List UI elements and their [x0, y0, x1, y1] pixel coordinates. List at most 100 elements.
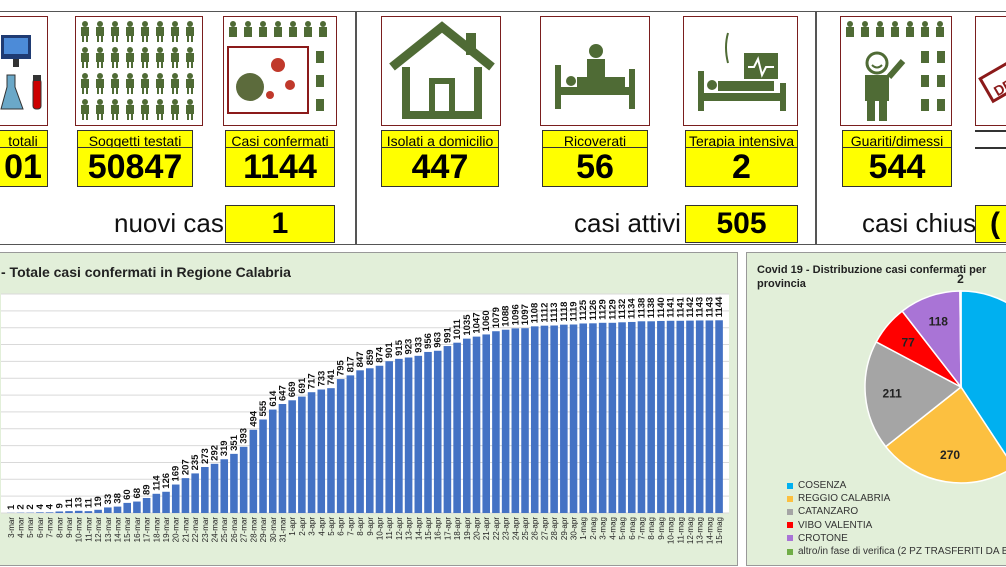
legend-label: REGGIO CALABRIA — [798, 493, 890, 504]
bar-chart: 13-mar24-mar25-mar46-mar47-mar98-mar119-… — [0, 253, 739, 567]
x-tick-label: 26-apr — [531, 517, 540, 540]
bar-15-mar — [123, 503, 131, 513]
bar-28-mar — [250, 430, 258, 513]
bar-11-apr — [385, 361, 393, 513]
bar-12-mag — [686, 321, 694, 513]
pie-value-label: 118 — [929, 315, 949, 329]
pie-value-label: 2 — [957, 272, 964, 286]
bar-21-mar — [182, 478, 190, 513]
bar-31-mar — [279, 404, 287, 513]
pie-chart-panel: Covid 19 - Distribuzione casi confermati… — [746, 252, 1006, 566]
hospital-bed-icon — [540, 16, 650, 126]
new-cases-label: nuovi casi — [114, 208, 230, 239]
x-tick-label: 3-mag — [599, 517, 608, 540]
bar-13-mag — [696, 320, 704, 513]
legend-swatch — [787, 535, 793, 541]
x-tick-label: 13-mar — [104, 517, 113, 543]
x-tick-label: 9-mag — [657, 517, 666, 540]
bar-value-label: 1144 — [714, 296, 725, 317]
stat-value-recovered: 544 — [842, 147, 952, 187]
bar-22-mar — [191, 473, 199, 513]
bar-19-mar — [162, 492, 170, 513]
x-tick-label: 12-mag — [686, 517, 695, 544]
legend-label: COSENZA — [798, 480, 846, 491]
x-tick-label: 23-mar — [201, 517, 210, 543]
bar-30-apr — [570, 324, 578, 513]
bar-13-apr — [405, 358, 413, 513]
x-tick-label: 5-mar — [26, 517, 35, 538]
x-tick-label: 4-apr — [317, 517, 326, 536]
bar-16-mar — [133, 502, 141, 513]
x-tick-label: 3-mar — [7, 517, 16, 538]
bar-17-mar — [143, 498, 151, 513]
bar-11-mag — [676, 321, 684, 513]
legend-item: COSENZA — [787, 480, 846, 491]
x-tick-label: 6-apr — [337, 517, 346, 536]
bar-18-apr — [453, 343, 461, 513]
bar-value-label: 393 — [239, 428, 250, 444]
bar-23-apr — [502, 330, 510, 513]
legend-item: altro/in fase di verifica (2 PZ TRASFERI… — [787, 546, 1006, 557]
bar-5-mag — [618, 322, 626, 513]
stat-value-icu: 2 — [685, 147, 798, 187]
x-tick-label: 16-apr — [434, 517, 443, 540]
x-tick-label: 21-apr — [482, 517, 491, 540]
x-tick-label: 22-mar — [191, 517, 200, 543]
legend-item: CROTONE — [787, 533, 848, 544]
stat-value-confirmed: 1144 — [225, 147, 335, 187]
legend-item: CATANZARO — [787, 506, 858, 517]
x-tick-label: 13-mag — [696, 517, 705, 544]
x-tick-label: 11-mar — [84, 517, 93, 542]
bar-13-mar — [104, 507, 112, 513]
bar-28-apr — [550, 326, 558, 513]
bar-7-apr — [347, 375, 355, 513]
bar-10-mag — [667, 321, 675, 513]
bar-14-mag — [706, 320, 714, 513]
test-tube-icon — [0, 16, 48, 126]
bar-30-mar — [269, 410, 277, 513]
bar-15-apr — [424, 352, 432, 513]
x-tick-label: 13-apr — [405, 517, 414, 540]
legend-swatch — [787, 496, 793, 502]
x-tick-label: 14-mag — [705, 517, 714, 544]
x-tick-label: 15-apr — [424, 517, 433, 540]
bar-16-apr — [434, 351, 442, 513]
x-tick-label: 26-mar — [230, 517, 239, 543]
bar-3-mag — [599, 323, 607, 513]
bar-23-mar — [201, 467, 209, 513]
deceased-stamp-icon: DE — [975, 16, 1006, 126]
pie-slice-altroin — [960, 291, 961, 387]
x-tick-label: 30-apr — [570, 517, 579, 540]
bar-7-mar — [46, 512, 54, 513]
x-tick-label: 10-apr — [375, 517, 384, 540]
bar-5-apr — [327, 388, 335, 513]
bar-20-mar — [172, 485, 180, 513]
x-tick-label: 7-mag — [637, 517, 646, 540]
closed-cases-value: ( — [975, 205, 1006, 243]
bar-18-mar — [153, 494, 161, 513]
bar-10-mar — [75, 511, 83, 513]
bar-8-mag — [647, 321, 655, 513]
x-tick-label: 12-apr — [395, 517, 404, 540]
legend-label: CATANZARO — [798, 506, 858, 517]
x-tick-label: 11-mag — [676, 517, 685, 544]
bar-12-mar — [94, 510, 102, 513]
stat-value-deceased — [975, 147, 1006, 149]
bar-11-mar — [85, 511, 93, 513]
pie-value-label: 270 — [940, 448, 960, 462]
x-tick-label: 17-mar — [143, 517, 152, 543]
x-tick-label: 9-mar — [65, 517, 74, 538]
x-tick-label: 21-mar — [181, 517, 190, 543]
x-tick-label: 24-mar — [211, 517, 220, 543]
pie-value-label: 77 — [901, 335, 915, 349]
bar-7-mag — [638, 321, 646, 513]
x-tick-label: 6-mag — [628, 517, 637, 540]
people-grid-icon — [75, 16, 203, 126]
x-tick-label: 25-mar — [220, 517, 229, 543]
bar-9-mar — [65, 511, 73, 513]
x-tick-label: 8-mag — [647, 517, 656, 540]
legend-swatch — [787, 483, 793, 489]
house-icon — [381, 16, 501, 126]
bar-26-mar — [230, 454, 238, 513]
